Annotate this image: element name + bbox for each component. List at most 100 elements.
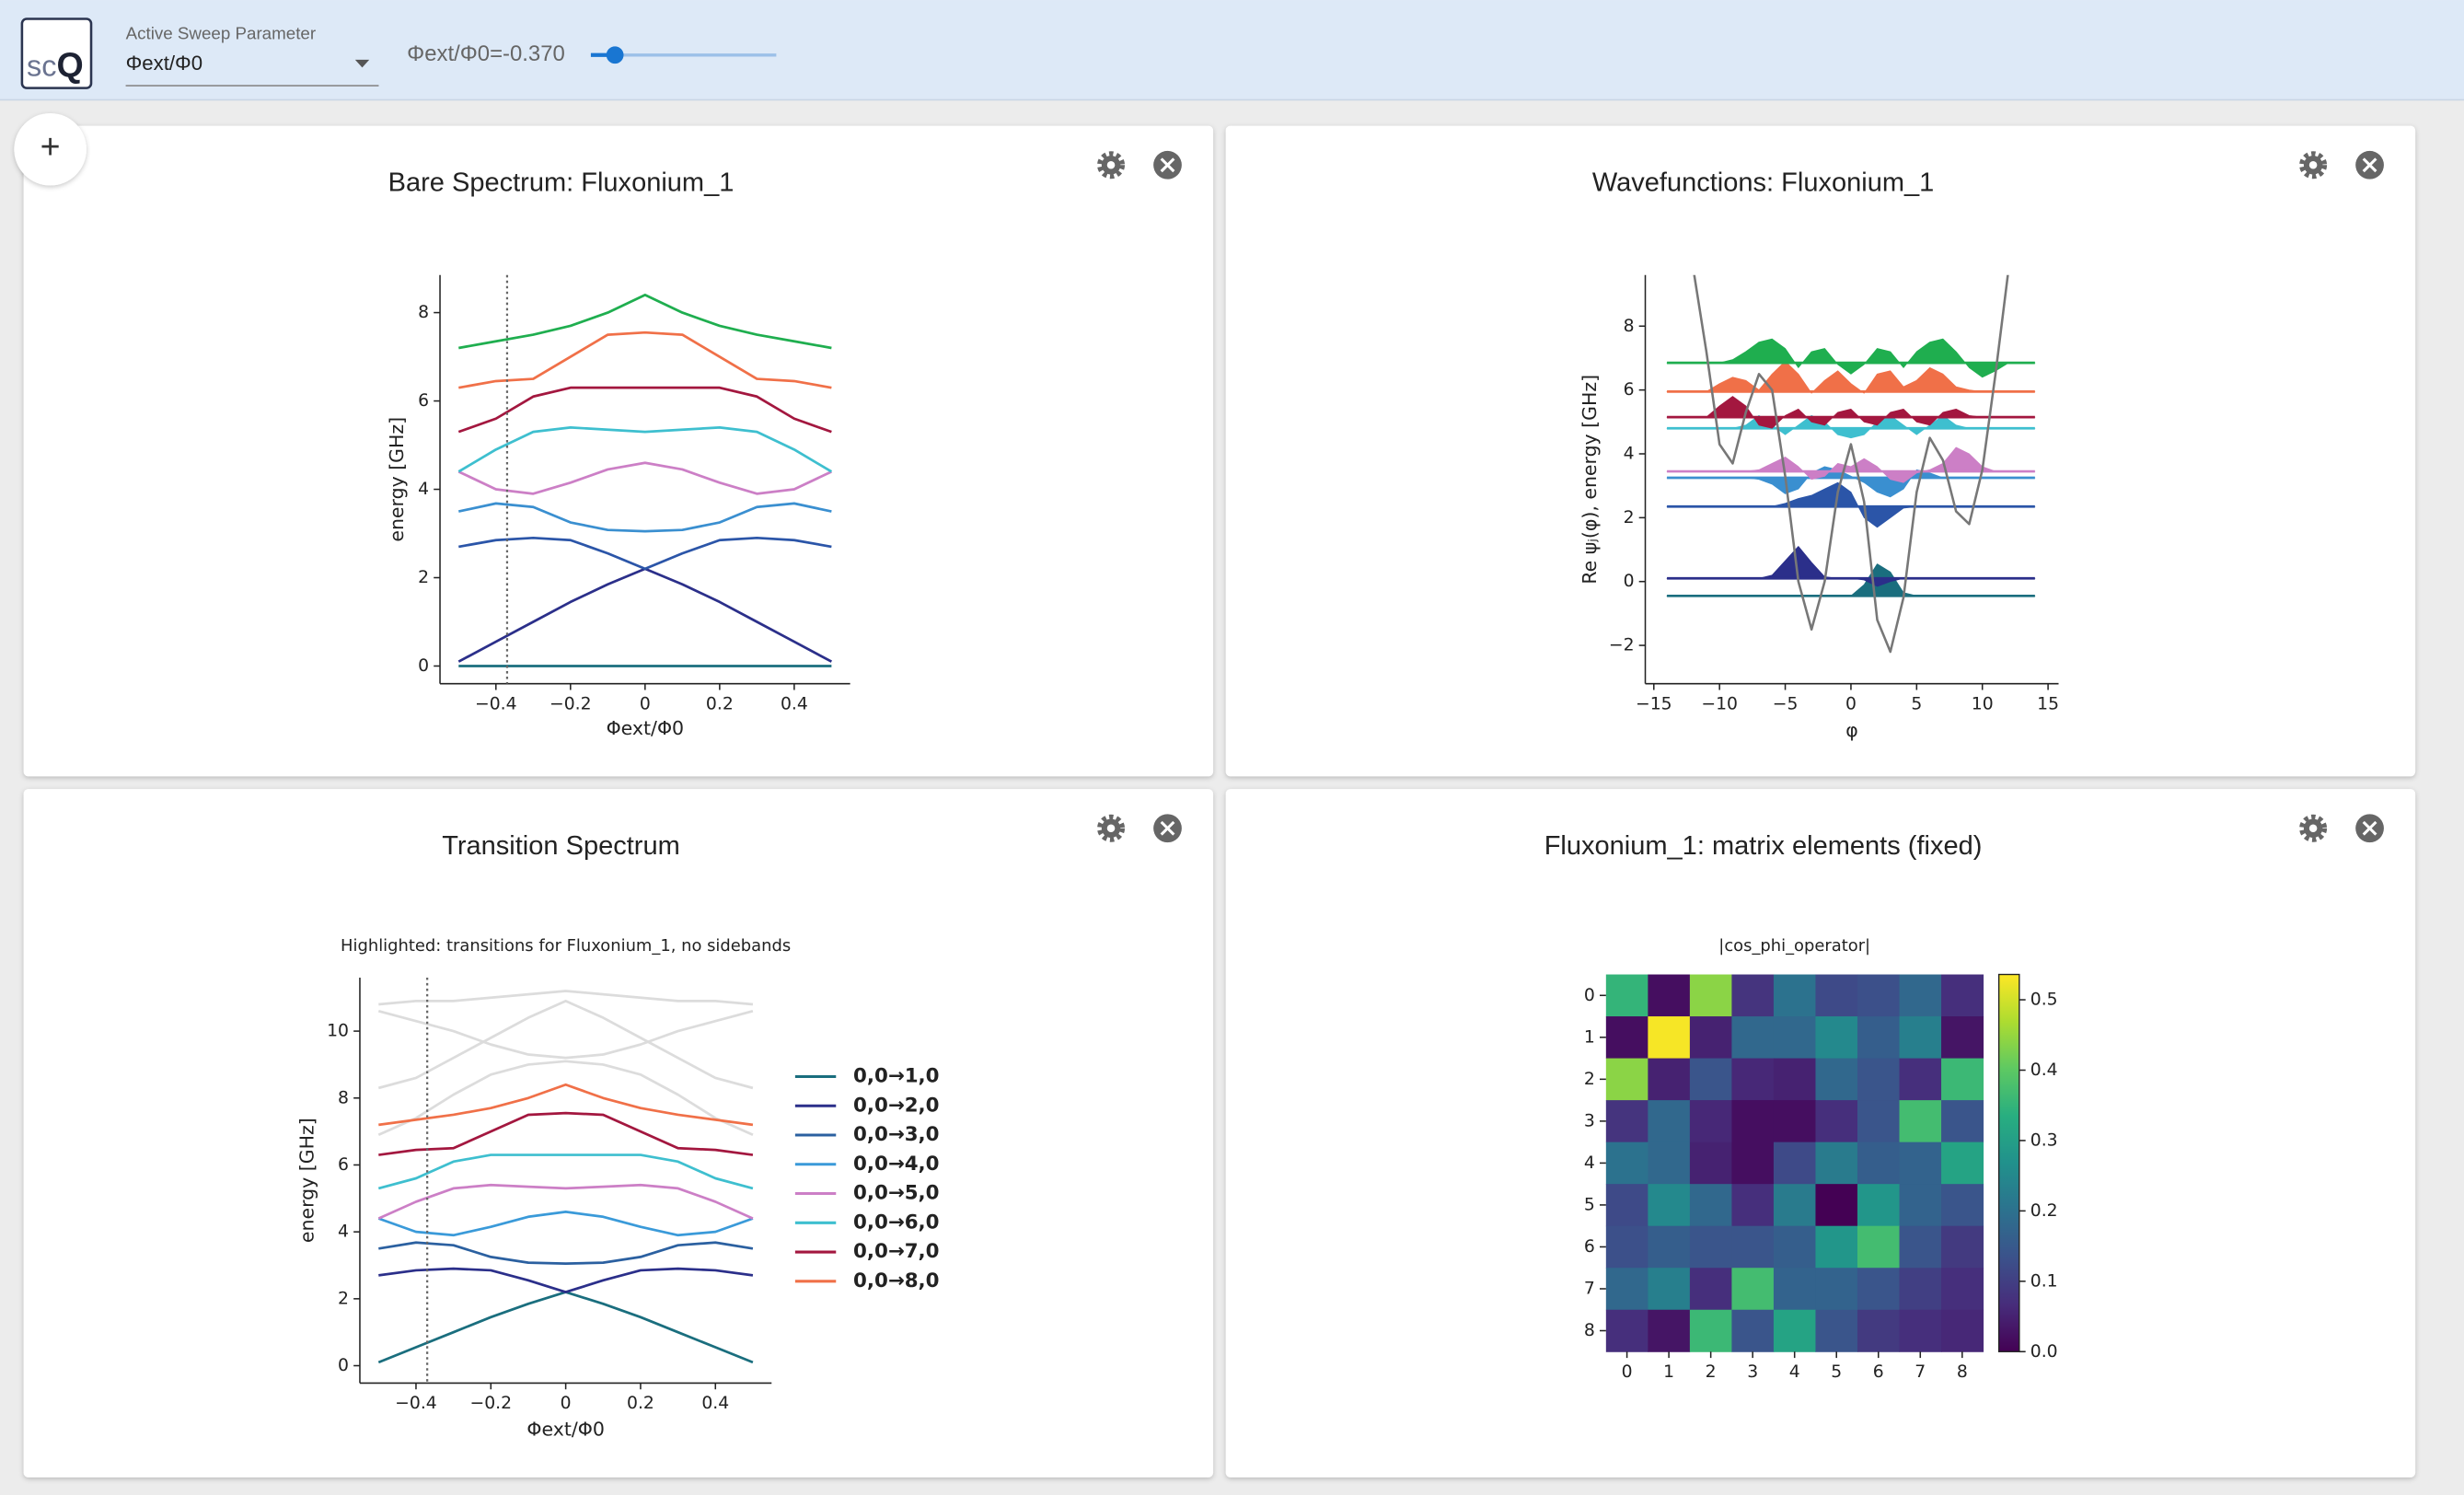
close-icon-cross[interactable]	[2362, 157, 2377, 173]
heatmap-cell	[1941, 1309, 1984, 1352]
panel-title: Wavefunctions: Fluxonium_1	[1592, 168, 1934, 197]
settings-icon[interactable]	[2299, 814, 2328, 842]
heatmap-cell	[1731, 1268, 1775, 1311]
x-tick-label: 0	[1845, 694, 1857, 713]
x-tick-label: 4	[1789, 1362, 1800, 1382]
heatmap-cell	[1689, 1268, 1732, 1311]
add-button-label[interactable]: +	[40, 127, 61, 166]
y-axis-label: energy [GHz]	[296, 1118, 318, 1243]
heatmap-cell	[1899, 1142, 1942, 1185]
heatmap-cell	[1689, 1100, 1732, 1143]
heatmap-cell	[1899, 1268, 1942, 1311]
select-value[interactable]: Φext/Φ0	[126, 52, 203, 75]
heatmap-cell	[1941, 1016, 1984, 1060]
heatmap-cell	[1899, 1309, 1942, 1352]
y-tick-label: 2	[1624, 508, 1635, 527]
y-tick-label: 6	[1624, 380, 1635, 400]
heatmap-cell	[1689, 1184, 1732, 1227]
heatmap-cell	[1773, 974, 1816, 1017]
heatmap-cell	[1731, 1016, 1775, 1060]
y-tick-label: 8	[418, 303, 429, 322]
y-tick-label: 2	[338, 1289, 349, 1308]
heatmap-cell	[1899, 1100, 1942, 1143]
heatmap-cell	[1773, 1309, 1816, 1352]
series-line	[457, 425, 833, 473]
panel-title: Fluxonium_1: matrix elements (fixed)	[1544, 831, 1983, 861]
select-arrow[interactable]	[354, 59, 370, 68]
x-tick-label: 0	[1622, 1362, 1633, 1382]
logo-q: Q	[56, 45, 83, 84]
heatmap-cell	[1648, 1225, 1691, 1269]
heatmap-cell	[1815, 1058, 1858, 1101]
x-axis-label: Φext/Φ0	[526, 1419, 605, 1441]
settings-icon-hole[interactable]	[1106, 161, 1116, 169]
heatmap-cell	[1731, 1309, 1775, 1352]
y-tick-label: 0	[1624, 572, 1635, 591]
settings-icon-hole[interactable]	[1106, 824, 1116, 833]
series-line	[457, 502, 832, 533]
heatmap-cell	[1731, 1225, 1775, 1269]
series-line	[457, 461, 832, 495]
settings-icon[interactable]	[2299, 151, 2328, 180]
heatmap-cell	[1648, 1309, 1691, 1352]
series-line	[378, 1111, 754, 1156]
logo[interactable]	[20, 17, 93, 89]
x-tick-label: −5	[1773, 694, 1799, 713]
settings-icon-hole[interactable]	[2308, 824, 2318, 833]
add-button[interactable]	[14, 112, 87, 186]
heatmap-cell	[1605, 1225, 1648, 1269]
heatmap-cell	[1941, 974, 1984, 1017]
y-tick-label: 6	[418, 391, 429, 411]
panel	[23, 125, 1214, 777]
x-tick-label: 10	[1972, 694, 1994, 713]
legend-label: 0,0→2,0	[853, 1094, 939, 1117]
heatmap-cell	[1815, 1100, 1858, 1143]
heatmap-cell	[1773, 1142, 1816, 1185]
heatmap-cell	[1857, 1142, 1901, 1185]
x-tick-label: 0	[561, 1394, 572, 1413]
close-icon-cross[interactable]	[1160, 157, 1175, 173]
x-tick-label: 7	[1915, 1362, 1926, 1382]
heatmap-cell	[1605, 1100, 1648, 1143]
heatmap-cell	[1941, 1058, 1984, 1101]
settings-icon[interactable]	[1097, 151, 1126, 180]
heatmap-cell	[1857, 1268, 1901, 1311]
slider-thumb[interactable]	[606, 46, 624, 64]
y-tick-label: 4	[1584, 1153, 1595, 1173]
series-line	[377, 1060, 754, 1137]
series-line	[377, 1000, 754, 1090]
heatmap-cell	[1857, 1100, 1901, 1143]
y-tick-label: 0	[418, 656, 429, 676]
close-icon-cross[interactable]	[1160, 820, 1175, 836]
header-bar	[0, 0, 2464, 99]
heatmap-cell	[1941, 1225, 1984, 1269]
x-tick-label: 6	[1873, 1362, 1884, 1382]
heatmap-cell	[1605, 974, 1648, 1017]
heatmap-cell	[1773, 1184, 1816, 1227]
settings-icon[interactable]	[1097, 814, 1126, 842]
legend-label: 0,0→3,0	[853, 1123, 939, 1146]
heatmap-cell	[1899, 1184, 1942, 1227]
colorbar-tick-label: 0.5	[2030, 991, 2058, 1010]
series-line	[378, 1083, 754, 1127]
heatmap-cell	[1731, 1058, 1775, 1101]
series-line	[377, 1153, 754, 1190]
select-label: Active Sweep Parameter	[126, 24, 317, 43]
y-tick-label: 8	[1624, 317, 1635, 336]
y-tick-label: 4	[1624, 444, 1635, 463]
y-tick-label: 4	[338, 1223, 349, 1242]
heatmap-cell	[1648, 1016, 1691, 1060]
x-tick-label: −0.2	[549, 694, 592, 713]
series-line	[377, 1009, 754, 1060]
chart-subtitle: Highlighted: transitions for Fluxonium_1…	[341, 936, 791, 956]
heatmap-cell	[1648, 1142, 1691, 1185]
heatmap-cell	[1605, 1184, 1648, 1227]
heatmap-cell	[1941, 1268, 1984, 1311]
y-tick-label: 2	[418, 568, 429, 587]
series-line	[457, 386, 832, 434]
panel	[1225, 125, 2416, 777]
settings-icon-hole[interactable]	[2308, 161, 2318, 169]
close-icon-cross[interactable]	[2362, 820, 2377, 836]
heatmap-cell	[1731, 1142, 1775, 1185]
x-tick-label: 5	[1831, 1362, 1842, 1382]
